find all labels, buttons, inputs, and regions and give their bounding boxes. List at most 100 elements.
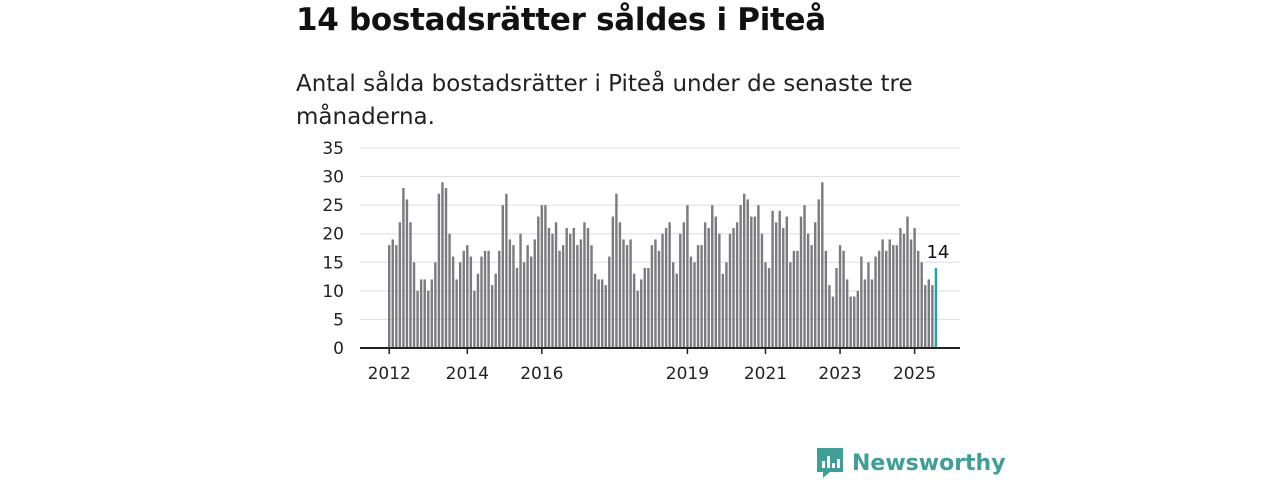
bar — [459, 262, 462, 348]
bar — [803, 205, 806, 348]
chart-subtitle: Antal sålda bostadsrätter i Piteå under … — [296, 71, 913, 130]
x-tick-label: 2019 — [666, 364, 709, 384]
bar — [849, 296, 852, 348]
bar — [391, 239, 394, 348]
bar — [707, 228, 710, 348]
bar — [675, 273, 678, 348]
bar — [636, 290, 639, 348]
bar — [700, 245, 703, 348]
y-tick-label: 5 — [333, 310, 344, 330]
y-tick-label: 30 — [322, 168, 344, 188]
bar — [668, 222, 671, 348]
bar — [753, 216, 757, 348]
bar — [899, 228, 902, 348]
bar — [412, 262, 416, 348]
bar — [877, 250, 881, 348]
bar — [814, 222, 817, 348]
bar — [643, 268, 646, 348]
bar — [856, 290, 859, 348]
bar — [508, 239, 512, 348]
bar — [888, 239, 891, 348]
bar — [640, 279, 643, 348]
bar — [842, 250, 845, 348]
bar — [672, 262, 675, 348]
bar — [906, 216, 909, 348]
bar — [469, 256, 473, 348]
bar — [767, 268, 771, 348]
bars — [388, 182, 938, 348]
bar — [739, 205, 742, 348]
bar — [558, 250, 561, 348]
bar — [501, 205, 504, 348]
bar — [796, 250, 799, 348]
bar — [750, 216, 753, 348]
bar — [657, 250, 661, 348]
bar — [824, 250, 828, 348]
bar — [845, 279, 849, 348]
bar — [537, 216, 540, 348]
bar — [721, 273, 725, 348]
bar — [785, 216, 788, 348]
bar — [711, 205, 714, 348]
bar — [735, 222, 739, 348]
bar — [714, 216, 717, 348]
bar — [395, 245, 398, 348]
bar — [402, 188, 405, 348]
bar — [916, 250, 920, 348]
latest-value-label: 14 — [926, 242, 949, 263]
bar — [718, 233, 721, 348]
bar — [540, 205, 544, 348]
x-tick-label: 2023 — [818, 364, 861, 384]
bar — [519, 233, 522, 348]
bar — [838, 245, 842, 348]
bar — [423, 279, 426, 348]
x-tick-label: 2012 — [368, 364, 411, 384]
brand-name: Newsworthy — [852, 450, 1006, 476]
bar — [789, 262, 792, 348]
bar — [480, 256, 483, 348]
bar — [448, 233, 451, 348]
bar — [434, 262, 437, 348]
bar — [388, 245, 391, 348]
bar — [490, 285, 494, 348]
highlight-bar — [934, 268, 938, 348]
bar — [466, 245, 469, 348]
bar — [405, 199, 409, 348]
bar — [462, 250, 465, 348]
bar — [601, 279, 604, 348]
bar — [913, 228, 916, 348]
bar — [533, 239, 536, 348]
bar — [565, 228, 568, 348]
bar — [689, 256, 693, 348]
bar — [771, 210, 774, 348]
bar — [544, 205, 547, 348]
bar — [583, 222, 586, 348]
bar — [774, 222, 778, 348]
bar — [679, 233, 682, 348]
bar — [792, 250, 796, 348]
x-tick-label: 2016 — [520, 364, 563, 384]
bar — [828, 285, 831, 348]
bar — [576, 245, 579, 348]
bar — [835, 268, 838, 348]
bar — [892, 245, 895, 348]
bar — [604, 285, 607, 348]
bar — [554, 222, 558, 348]
bar — [427, 290, 430, 348]
bar — [782, 228, 785, 348]
chart-title: 14 bostadsrätter såldes i Piteå — [296, 2, 826, 38]
x-tick-label: 2021 — [744, 364, 787, 384]
bar — [881, 239, 884, 348]
bar — [398, 222, 402, 348]
bar — [806, 233, 810, 348]
bar — [476, 273, 480, 348]
bar — [551, 233, 554, 348]
bar — [703, 222, 707, 348]
bar — [853, 296, 856, 348]
bar — [895, 245, 899, 348]
bar — [455, 279, 458, 348]
bar — [593, 273, 597, 348]
x-tick-label: 2014 — [446, 364, 489, 384]
bar — [608, 256, 611, 348]
y-tick-label: 20 — [322, 225, 344, 245]
